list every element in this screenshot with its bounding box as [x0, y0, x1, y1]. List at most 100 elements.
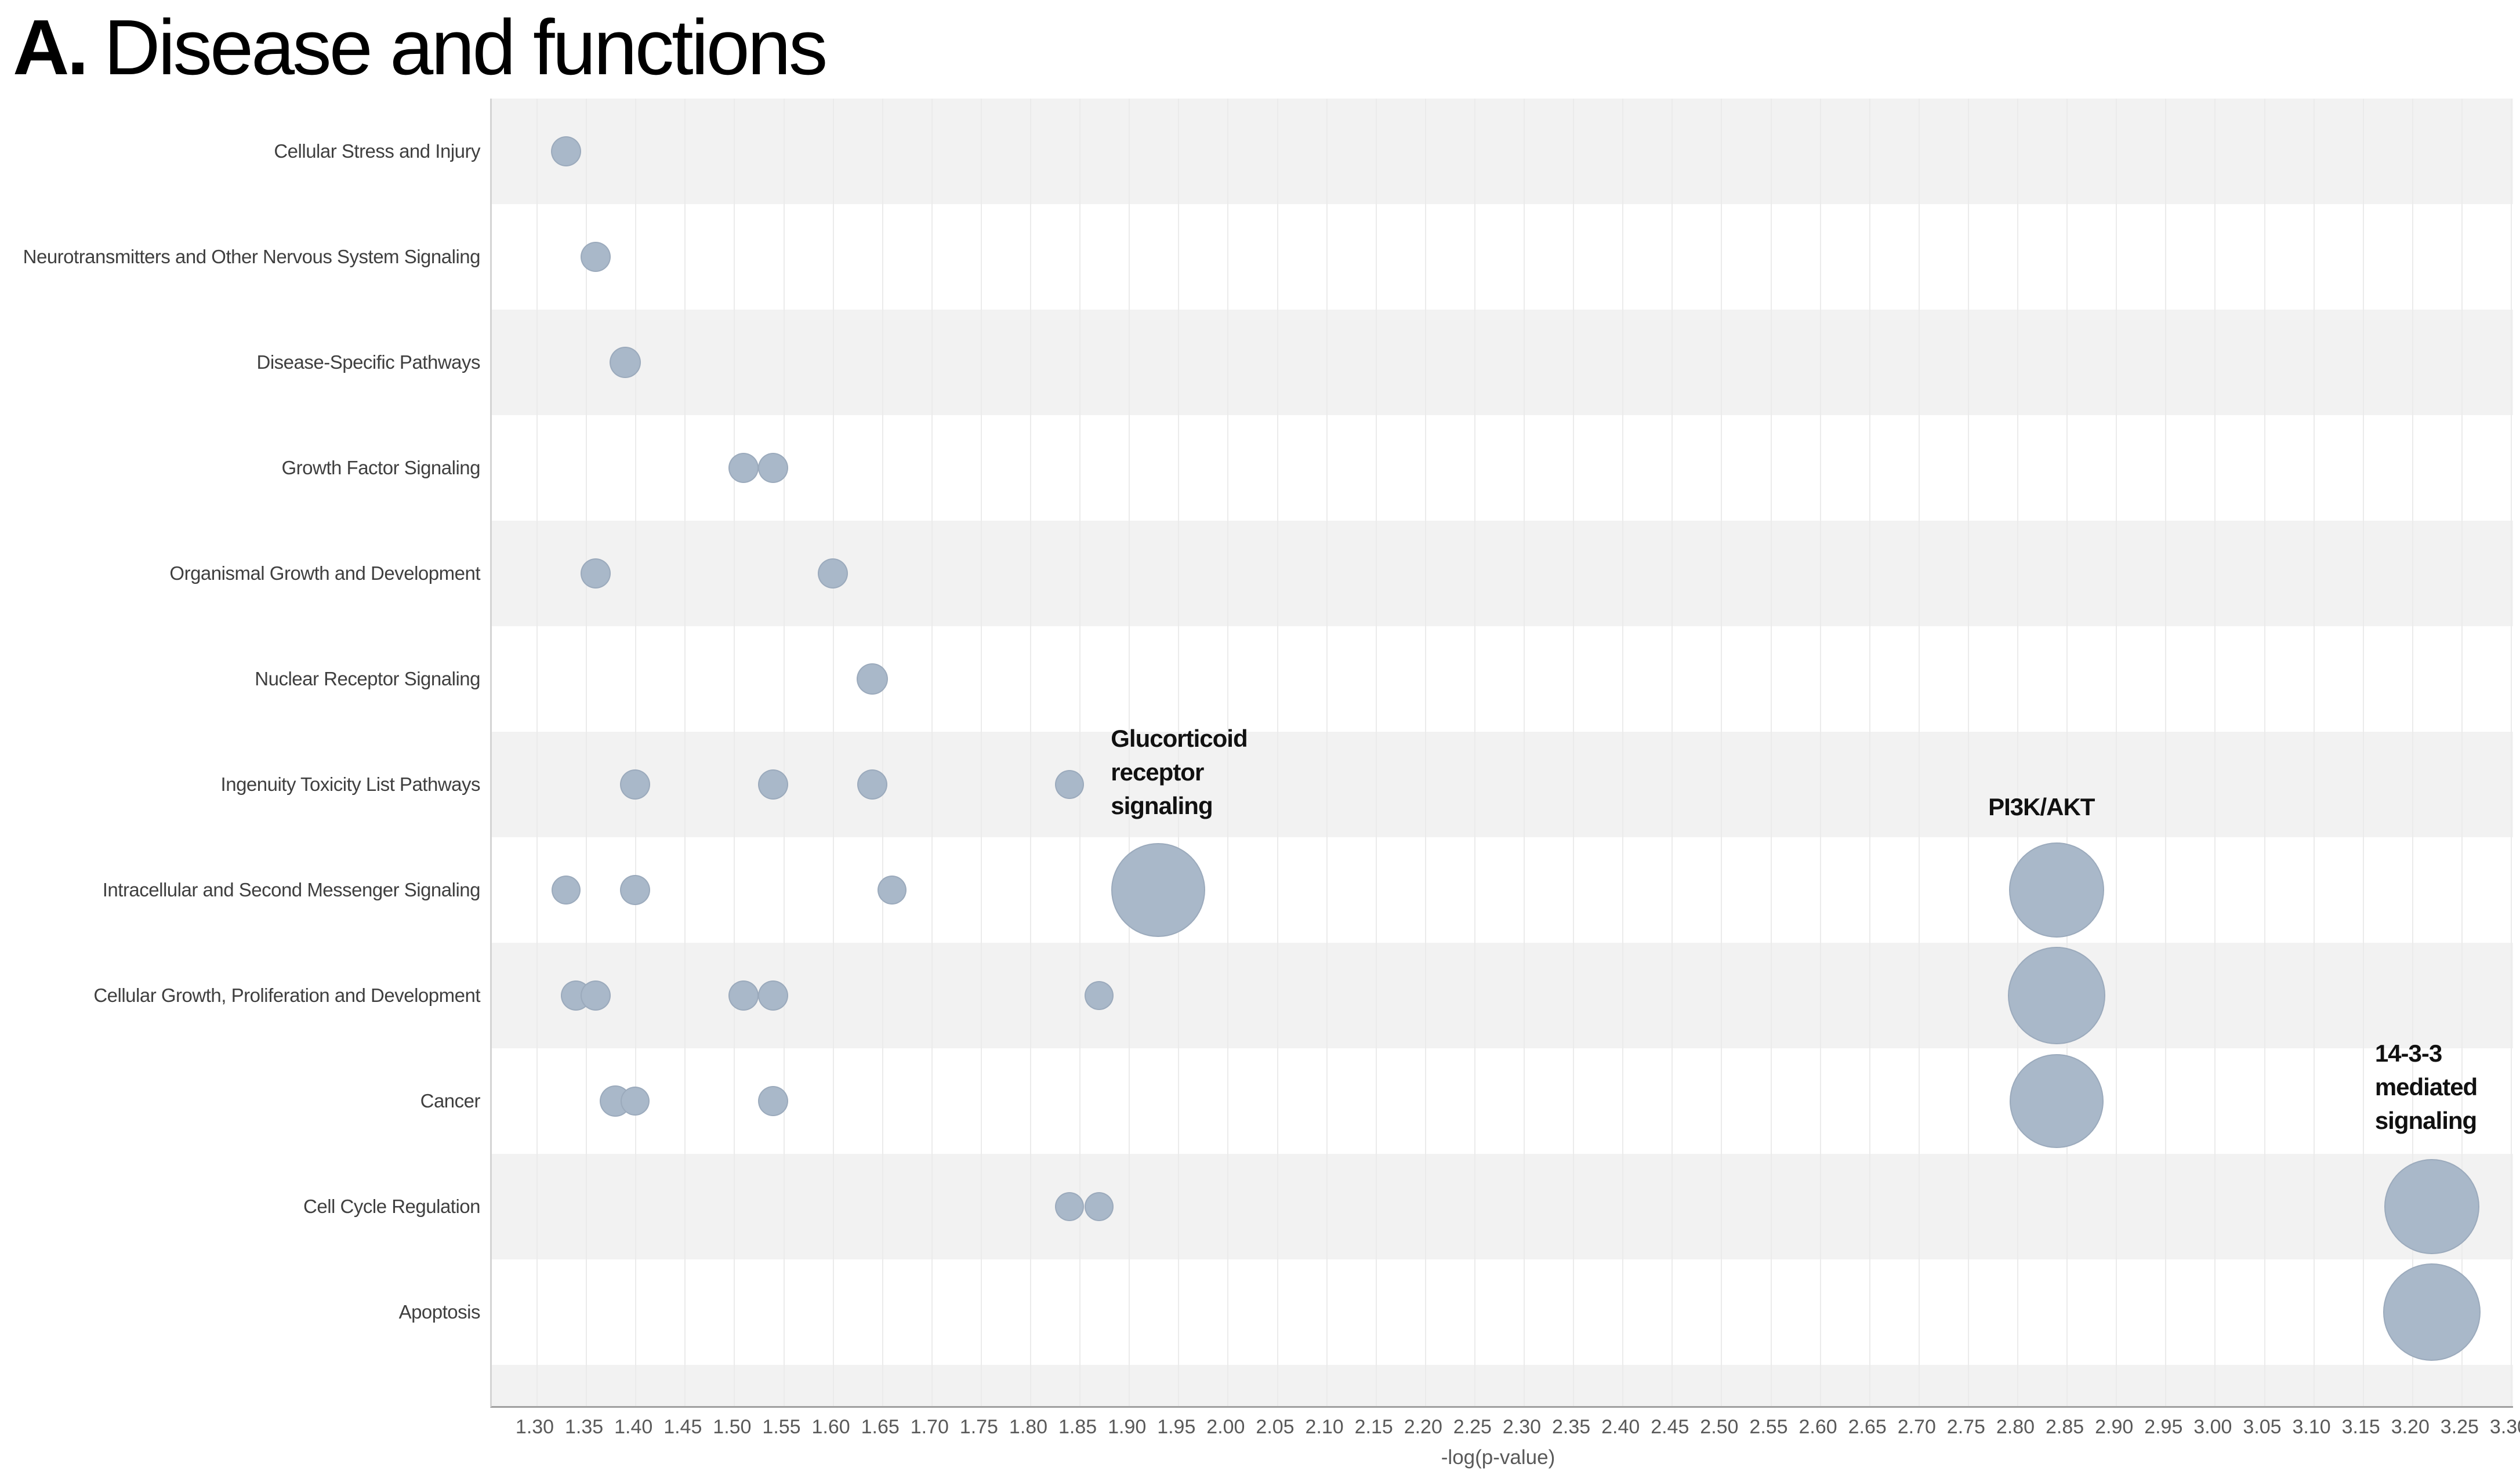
- gridline: [1424, 99, 1426, 1406]
- bubble: [728, 980, 759, 1011]
- gridline: [2313, 99, 2315, 1406]
- gridline: [1375, 99, 1377, 1406]
- x-tick-label: 2.45: [1651, 1416, 1689, 1438]
- row-band: [492, 732, 2513, 837]
- gridline: [1967, 99, 1969, 1406]
- y-axis-category-label: Growth Factor Signaling: [281, 457, 481, 478]
- x-tick-label: 3.30: [2489, 1416, 2520, 1438]
- row-band: [492, 1365, 2513, 1406]
- gridline: [1622, 99, 1624, 1406]
- bubble: [610, 347, 641, 378]
- x-tick-label: 1.70: [910, 1416, 949, 1438]
- gridline: [783, 99, 785, 1406]
- x-tick-label: 1.60: [811, 1416, 850, 1438]
- x-tick-label: 3.00: [2193, 1416, 2232, 1438]
- x-tick-label: 2.20: [1404, 1416, 1442, 1438]
- x-tick-label: 2.85: [2046, 1416, 2084, 1438]
- gridline: [2017, 99, 2018, 1406]
- x-tick-label: 1.95: [1157, 1416, 1196, 1438]
- x-tick-label: 3.05: [2243, 1416, 2282, 1438]
- chart-title: A. Disease and functions: [13, 2, 828, 92]
- gridline: [2165, 99, 2167, 1406]
- x-tick-label: 2.75: [1946, 1416, 1985, 1438]
- x-tick-label: 2.95: [2144, 1416, 2183, 1438]
- row-band: [492, 1259, 2513, 1365]
- bubble: [758, 980, 789, 1011]
- x-tick-label: 2.90: [2095, 1416, 2134, 1438]
- y-axis-category-label: Disease-Specific Pathways: [256, 351, 481, 373]
- row-band: [492, 310, 2513, 415]
- bubble-annotation: PI3K/AKT: [1988, 793, 2095, 820]
- gridline: [2264, 99, 2265, 1406]
- bubble: [758, 1086, 789, 1116]
- x-tick-label: 1.85: [1058, 1416, 1097, 1438]
- x-tick-label: 2.70: [1897, 1416, 1936, 1438]
- chart-title-text: Disease and functions: [104, 3, 828, 91]
- bubble-annotation: Glucorticoid receptor signaling: [1111, 725, 1248, 819]
- y-axis-category-label: Nuclear Receptor Signaling: [255, 668, 480, 689]
- gridline: [1524, 99, 1525, 1406]
- y-axis-category-label: Neurotransmitters and Other Nervous Syst…: [23, 246, 481, 267]
- bubble: [728, 453, 759, 483]
- gridline: [2412, 99, 2413, 1406]
- x-tick-label: 2.25: [1453, 1416, 1492, 1438]
- gridline: [536, 99, 538, 1406]
- gridline: [2066, 99, 2068, 1406]
- x-tick-label: 3.20: [2391, 1416, 2430, 1438]
- bubble: [620, 875, 651, 905]
- gridline: [1869, 99, 1870, 1406]
- bubble: [1055, 1192, 1085, 1221]
- gridline: [1819, 99, 1821, 1406]
- y-axis-category-label: Intracellular and Second Messenger Signa…: [102, 879, 481, 900]
- gridline: [1474, 99, 1475, 1406]
- gridline: [635, 99, 637, 1406]
- x-tick-label: 1.80: [1009, 1416, 1048, 1438]
- y-axis-category-label: Cell Cycle Regulation: [303, 1196, 480, 1217]
- bubble: [877, 876, 907, 905]
- row-band: [492, 204, 2513, 310]
- gridline: [1079, 99, 1081, 1406]
- x-tick-label: 2.35: [1552, 1416, 1591, 1438]
- x-tick-label: 1.65: [861, 1416, 900, 1438]
- gridline: [1129, 99, 1130, 1406]
- x-tick-label: 2.80: [1996, 1416, 2035, 1438]
- y-axis-category-label: Apoptosis: [398, 1301, 481, 1323]
- gridline: [1227, 99, 1229, 1406]
- gridline: [1326, 99, 1328, 1406]
- bubble: [758, 769, 789, 800]
- row-band: [492, 943, 2513, 1048]
- x-tick-label: 2.50: [1700, 1416, 1739, 1438]
- plot-area: [490, 99, 2513, 1408]
- gridline: [832, 99, 834, 1406]
- y-axis-category-label: Organismal Growth and Development: [169, 562, 480, 584]
- bubble-annotation: 14-3-3 mediated signaling: [2374, 1040, 2478, 1134]
- x-tick-label: 3.10: [2292, 1416, 2331, 1438]
- bubble: [621, 1087, 650, 1116]
- bubble: [581, 980, 611, 1011]
- x-tick-label: 2.60: [1799, 1416, 1837, 1438]
- x-tick-label: 2.00: [1206, 1416, 1245, 1438]
- bubble: [552, 876, 581, 905]
- gridline: [1030, 99, 1031, 1406]
- bubble: [758, 453, 789, 483]
- x-tick-label: 1.75: [959, 1416, 998, 1438]
- x-tick-label: 2.30: [1502, 1416, 1542, 1438]
- gridline: [1770, 99, 1772, 1406]
- bubble: [620, 769, 651, 800]
- x-tick-label: 1.40: [614, 1416, 653, 1438]
- bubble: [856, 663, 888, 695]
- x-tick-label: 3.25: [2440, 1416, 2479, 1438]
- bubble-glucorticoid-receptor-signaling: [1111, 843, 1206, 937]
- gridline: [1573, 99, 1575, 1406]
- gridline: [1277, 99, 1278, 1406]
- x-axis-tick-labels: 1.30 1.35 1.40 1.45 1.50 1.55 1.60 1.65 1.70 1.75…: [0, 1416, 2520, 1445]
- gridline: [2214, 99, 2216, 1406]
- gridline: [2362, 99, 2364, 1406]
- gridline: [586, 99, 588, 1406]
- gridline: [882, 99, 883, 1406]
- bubble: [581, 558, 611, 589]
- bubble: [857, 769, 887, 800]
- x-tick-label: 2.40: [1601, 1416, 1640, 1438]
- y-axis-category-label: Ingenuity Toxicity List Pathways: [220, 773, 481, 795]
- bubble: [2010, 1054, 2104, 1148]
